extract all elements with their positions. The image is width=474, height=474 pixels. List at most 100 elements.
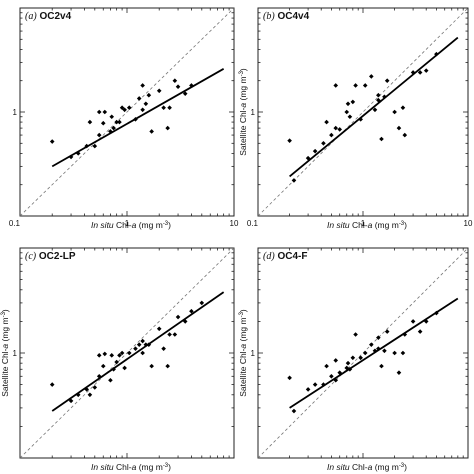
data-point: [287, 138, 292, 143]
x-tick-label: 1: [361, 219, 366, 228]
data-point: [423, 319, 429, 324]
y-axis-label: Satellite Chl-a (mg m-3): [0, 309, 10, 397]
data-point: [376, 97, 381, 103]
data-point: [102, 109, 108, 115]
data-point: [133, 117, 138, 122]
data-point: [189, 83, 194, 88]
data-point: [175, 84, 181, 90]
y-tick-label: 1: [251, 349, 256, 358]
data-point: [136, 342, 142, 347]
data-point: [140, 83, 145, 88]
data-point: [402, 132, 408, 138]
data-point: [140, 338, 145, 344]
data-point: [417, 70, 423, 75]
data-point: [392, 109, 397, 115]
data-point: [119, 105, 125, 110]
data-point: [347, 114, 353, 120]
data-point: [143, 342, 149, 347]
data-point: [312, 148, 318, 154]
data-point: [133, 346, 138, 351]
data-point: [156, 326, 162, 332]
data-point: [402, 332, 408, 337]
data-point: [353, 332, 358, 337]
data-point: [114, 359, 119, 365]
data-point: [333, 358, 339, 363]
data-point: [379, 363, 384, 369]
data-point: [165, 125, 170, 131]
data-point: [140, 107, 145, 113]
data-point: [410, 70, 416, 75]
data-point: [321, 382, 326, 387]
data-point: [382, 348, 387, 354]
data-point: [96, 109, 102, 115]
data-point: [321, 141, 326, 146]
x-tick-label: 10: [464, 219, 473, 228]
data-point: [122, 107, 127, 113]
data-point: [400, 105, 406, 110]
data-point: [126, 105, 132, 110]
data-point: [396, 370, 402, 375]
data-point: [68, 154, 74, 160]
data-point: [96, 132, 102, 138]
data-point: [345, 360, 351, 366]
data-point: [305, 155, 311, 161]
data-point: [92, 143, 98, 149]
data-point: [167, 332, 172, 337]
data-point: [337, 370, 343, 375]
x-tick-label: 1: [125, 219, 130, 228]
data-point: [114, 119, 119, 125]
data-point: [312, 382, 318, 387]
data-point: [117, 119, 122, 125]
data-point: [291, 178, 297, 183]
x-tick-label: 0.1: [247, 219, 259, 228]
data-point: [199, 300, 205, 306]
data-point: [108, 377, 113, 383]
data-point: [122, 365, 127, 371]
data-point: [96, 373, 102, 379]
chart-panel-3: 1 (c) OC2-LP Satellite Chl-a (mg m-3) In si…: [0, 247, 235, 472]
data-point: [161, 346, 166, 351]
data-point: [379, 136, 384, 142]
data-point: [84, 387, 89, 392]
data-point: [136, 96, 142, 101]
data-point: [358, 117, 363, 122]
data-point: [189, 308, 194, 314]
regression-line: [51, 291, 225, 412]
data-point: [417, 329, 423, 334]
data-point: [182, 91, 188, 96]
x-axis-label: In situ Chl-a (mg m-3): [327, 462, 407, 472]
data-point: [353, 83, 358, 88]
panel-label: (d) OC4-F: [263, 251, 307, 262]
data-point: [111, 366, 116, 372]
data-point: [376, 335, 381, 340]
data-point: [108, 129, 113, 134]
data-point: [87, 392, 93, 398]
data-point: [333, 125, 339, 131]
data-point: [372, 348, 378, 354]
one-to-one-line: [257, 7, 469, 217]
data-point: [68, 398, 74, 404]
data-point: [175, 314, 181, 320]
data-point: [305, 387, 311, 392]
x-axis-label: In situ Chl-a (mg m-3): [327, 220, 407, 230]
data-point: [362, 83, 368, 88]
regression-line: [289, 297, 459, 409]
data-point: [146, 342, 152, 347]
data-point: [126, 350, 132, 356]
data-point: [96, 353, 102, 358]
data-point: [350, 355, 356, 361]
y-tick-label: 1: [13, 349, 18, 358]
y-tick-label: 1: [13, 108, 18, 117]
data-point: [423, 68, 429, 73]
data-point: [102, 351, 108, 357]
data-point: [140, 350, 145, 356]
data-point: [156, 88, 162, 94]
data-point: [372, 107, 378, 113]
data-point: [345, 101, 351, 107]
data-point: [111, 125, 116, 131]
data-point: [369, 74, 374, 79]
data-point: [392, 350, 397, 356]
data-point: [167, 105, 172, 110]
data-point: [324, 363, 329, 369]
